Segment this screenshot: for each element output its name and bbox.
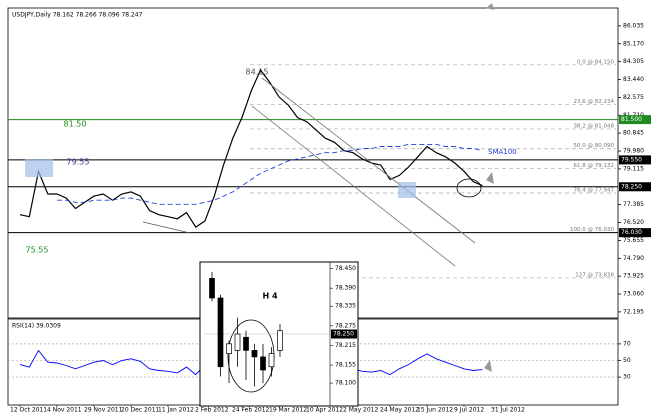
annotation: 75.55 xyxy=(26,246,49,255)
x-tick-label: 9 Jul 2012 xyxy=(454,407,484,414)
y-tick-label: 78.215 xyxy=(335,342,356,349)
fib-label: 127 @ 73.838 xyxy=(575,272,614,278)
x-tick-label: 24 May 2012 xyxy=(380,407,419,414)
y-tick-label: 78.450 xyxy=(335,265,356,272)
rsi-title: RSI(14) 39.0309 xyxy=(12,323,61,330)
candle-body xyxy=(268,353,275,368)
price-box xyxy=(619,155,651,165)
annotation: 81.50 xyxy=(64,120,87,129)
x-tick-label: 2 Feb 2012 xyxy=(195,407,229,414)
fib-label: 76.4 @ 77.947 xyxy=(574,188,615,194)
y-tick-label: 79.115 xyxy=(623,165,644,172)
x-tick-label: 11 Jan 2012 xyxy=(158,407,194,414)
y-tick-label: 78.335 xyxy=(335,303,356,310)
candle-body xyxy=(251,350,258,358)
x-tick-label: 31 Jul 2012 xyxy=(491,407,525,414)
channel-line xyxy=(261,77,476,244)
series-line xyxy=(57,143,483,205)
candle-body xyxy=(260,356,266,371)
y-tick-label: 83.440 xyxy=(623,76,644,83)
arrow xyxy=(486,172,494,184)
price-box-label: 78.250 xyxy=(621,183,642,190)
y-tick-label: 78.100 xyxy=(335,380,356,387)
candle-body xyxy=(234,333,241,351)
candle-body xyxy=(243,336,249,351)
y-tick-label: 82.575 xyxy=(623,94,644,101)
highlight-box xyxy=(398,182,416,198)
series-line xyxy=(19,68,483,228)
fib-label: 50.0 @ 80.090 xyxy=(574,143,615,149)
channel-line xyxy=(251,105,456,267)
x-tick-label: 24 Feb 2012 xyxy=(232,407,270,414)
y-tick-label: 78.155 xyxy=(335,362,356,369)
y-tick-label: 80.845 xyxy=(623,130,644,137)
y-tick-label: 85.170 xyxy=(623,40,644,47)
x-tick-label: 12 Oct 2011 xyxy=(10,407,47,414)
chart-title: USDJPY,Daily 78.162 78.266 78.096 78.247 xyxy=(12,12,143,19)
annotation: 79.55 xyxy=(67,158,90,167)
x-tick-label: 15 Jun 2012 xyxy=(417,407,453,414)
x-tick-label: 4 Nov 2011 xyxy=(47,407,82,414)
fib-label: 100.0 @ 76.030 xyxy=(570,227,614,233)
x-tick-label: 10 Apr 2012 xyxy=(306,407,343,414)
candle-body xyxy=(277,330,283,351)
y-tick-label: 70 xyxy=(623,340,631,347)
y-tick-label: 73.060 xyxy=(623,291,644,298)
fib-label: 61.8 @ 79.132 xyxy=(574,163,615,169)
y-tick-label: 79.980 xyxy=(623,148,644,155)
price-box xyxy=(619,228,651,238)
y-tick-label: 50 xyxy=(623,357,631,364)
arrow xyxy=(484,360,492,372)
y-tick-label: 72.195 xyxy=(623,308,644,315)
fib-label: 23.6 @ 82.234 xyxy=(574,99,615,105)
candle-body xyxy=(209,278,215,299)
fib-label: 0.0 @ 84.150 xyxy=(577,59,614,65)
price-box xyxy=(619,115,651,125)
y-tick-label: 30 xyxy=(623,374,631,381)
y-tick-label: 84.305 xyxy=(623,58,644,65)
highlight-box xyxy=(25,159,53,177)
candle-body xyxy=(217,297,224,368)
legend-label: SMA100 xyxy=(488,148,517,156)
y-tick-label: 78.390 xyxy=(335,285,356,292)
y-tick-label: 78.275 xyxy=(335,322,356,329)
trend-line xyxy=(142,221,191,234)
candle-body xyxy=(226,343,232,354)
y-tick-label: 86.035 xyxy=(623,22,644,29)
y-tick-label: 74.790 xyxy=(623,255,644,262)
inset-title: H 4 xyxy=(262,292,277,301)
fib-label: 38.2 @ 81.048 xyxy=(574,123,615,129)
price-box-label: 81.500 xyxy=(621,116,642,123)
x-tick-label: 20 Dec 2011 xyxy=(121,407,160,414)
y-tick-label: 73.925 xyxy=(623,273,644,280)
inset-chart: H 4 78.450 78.390 78.335 78.275 78.215 78.155… xyxy=(199,261,359,407)
circle-marker xyxy=(456,178,482,198)
arrow xyxy=(486,3,494,10)
y-tick-label: 76.520 xyxy=(623,219,644,226)
price-box-label: 79.550 xyxy=(621,156,642,163)
x-tick-label: 19 Mar 2012 xyxy=(269,407,307,414)
y-tick-label: 77.385 xyxy=(623,201,644,208)
price-box-label: 78.250 xyxy=(333,331,354,338)
y-tick-label: 75.655 xyxy=(623,237,644,244)
price-box xyxy=(619,182,651,192)
x-tick-label: 2 May 2012 xyxy=(343,407,378,414)
price-box xyxy=(331,329,357,339)
price-box-label: 76.030 xyxy=(621,229,642,236)
annotation: 84.15 xyxy=(246,68,269,77)
x-tick-label: 29 Nov 2011 xyxy=(84,407,123,414)
